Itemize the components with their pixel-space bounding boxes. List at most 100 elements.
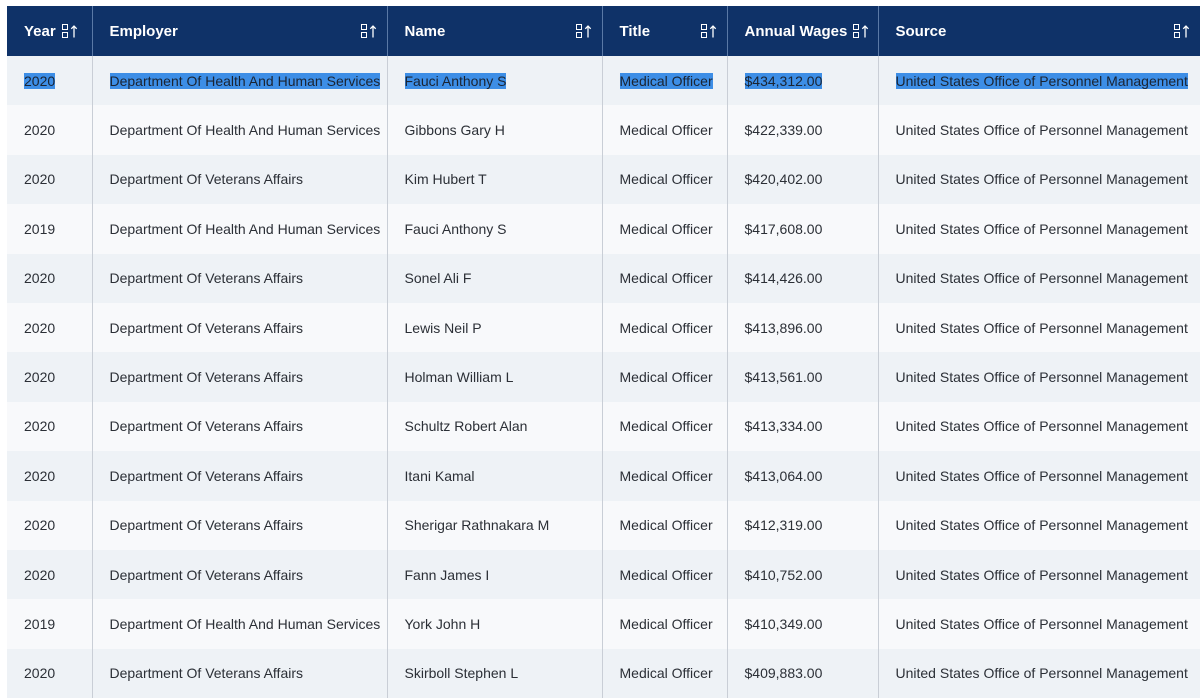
cell-text: Department Of Health And Human Services [109,122,381,139]
cell-text: Medical Officer [619,517,713,534]
cell-text: $420,402.00 [744,171,823,188]
cell-text: $410,349.00 [744,615,823,632]
cell-text: $412,319.00 [744,517,823,534]
cell-title: Medical Officer [602,352,728,402]
cell-title: Medical Officer [602,549,728,600]
sort-icon[interactable] [1174,24,1190,38]
cell-text: Lewis Neil P [404,319,482,336]
cell-text: United States Office of Personnel Manage… [895,171,1188,188]
cell-year: 2020 [7,451,93,501]
cell-text: Holman William L [404,369,514,386]
cell-text: Department Of Veterans Affairs [109,171,304,188]
cell-title: Medical Officer [602,253,728,303]
column-header-year[interactable]: Year [7,6,93,56]
salary-table: Year Employer Name [7,6,1200,699]
cell-text: Department Of Veterans Affairs [109,319,304,336]
cell-text: 2020 [24,72,56,89]
cell-text: Department Of Veterans Affairs [109,665,304,682]
cell-name: Kim Hubert T [387,154,603,205]
sort-icon[interactable] [575,24,592,38]
cell-text: $413,896.00 [744,319,823,336]
table-row[interactable]: 2020 Department Of Veterans Affairs Itani … [7,451,1200,501]
cell-title: Medical Officer [602,56,728,106]
column-header-employer[interactable]: Employer [92,6,388,56]
cell-text: United States Office of Personnel Manage… [895,467,1188,484]
table-row[interactable]: 2020 Department Of Health And Human Servi… [7,105,1200,155]
cell-text: United States Office of Personnel Manage… [895,566,1188,583]
column-header-annual-wages[interactable]: Annual Wages [727,6,879,56]
cell-employer: Department Of Health And Human Services [92,204,388,254]
cell-employer: Department Of Veterans Affairs [92,451,388,501]
cell-name: Schultz Robert Alan [387,401,603,452]
cell-name: York John H [387,599,603,649]
cell-title: Medical Officer [602,648,728,699]
cell-source: United States Office of Personnel Manage… [878,302,1200,353]
sort-icon[interactable] [61,24,78,38]
cell-text: Medical Officer [619,467,713,484]
cell-text: 2020 [24,566,56,583]
table-row[interactable]: 2020 Department Of Veterans Affairs Schult… [7,401,1200,452]
cell-name: Lewis Neil P [387,302,603,353]
column-header-name[interactable]: Name [387,6,603,56]
table-row[interactable]: 2019 Department Of Health And Human Servi… [7,204,1200,254]
cell-text: $413,064.00 [744,467,823,484]
column-header-title[interactable]: Title [602,6,728,56]
cell-employer: Department Of Veterans Affairs [92,500,388,550]
cell-text: Department Of Veterans Affairs [109,517,304,534]
cell-employer: Department Of Health And Human Services [92,56,388,106]
cell-text: Department Of Veterans Affairs [109,270,304,287]
cell-text: Gibbons Gary H [404,122,505,139]
column-header-source[interactable]: Source [878,6,1200,56]
cell-name: Sherigar Rathnakara M [387,500,603,550]
cell-text: Itani Kamal [404,467,475,484]
cell-year: 2019 [7,204,93,254]
cell-text: United States Office of Personnel Manage… [895,369,1188,386]
cell-text: 2020 [24,467,56,484]
sort-icon[interactable] [853,24,869,38]
cell-year: 2020 [7,56,93,106]
sort-icon[interactable] [700,24,717,38]
cell-annual-wages: $420,402.00 [727,154,879,205]
sort-icon[interactable] [360,24,377,38]
cell-text: Department Of Veterans Affairs [109,566,304,583]
table-row[interactable]: 2020 Department Of Veterans Affairs Sherig… [7,500,1200,550]
table-row[interactable]: 2019 Department Of Health And Human Servi… [7,599,1200,649]
table-row[interactable]: 2020 Department Of Veterans Affairs Fann J… [7,549,1200,600]
cell-year: 2020 [7,154,93,205]
cell-name: Holman William L [387,352,603,402]
cell-annual-wages: $413,334.00 [727,401,879,452]
cell-year: 2019 [7,599,93,649]
table-row[interactable]: 2020 Department Of Health And Human Servi… [7,56,1200,106]
cell-title: Medical Officer [602,500,728,550]
column-header-label: Annual Wages [744,22,848,40]
cell-text: United States Office of Personnel Manage… [895,418,1188,435]
table-row[interactable]: 2020 Department Of Veterans Affairs Sonel … [7,253,1200,303]
cell-name: Sonel Ali F [387,253,603,303]
cell-annual-wages: $414,426.00 [727,253,879,303]
table-row[interactable]: 2020 Department Of Veterans Affairs Holman… [7,352,1200,402]
cell-title: Medical Officer [602,204,728,254]
cell-annual-wages: $422,339.00 [727,105,879,155]
cell-text: 2020 [24,665,56,682]
cell-text: Medical Officer [619,566,713,583]
cell-employer: Department Of Health And Human Services [92,105,388,155]
table-row[interactable]: 2020 Department Of Veterans Affairs Skirbo… [7,648,1200,699]
table-row[interactable]: 2020 Department Of Veterans Affairs Kim Hu… [7,154,1200,205]
cell-source: United States Office of Personnel Manage… [878,648,1200,699]
cell-text: Department Of Veterans Affairs [109,418,304,435]
cell-text: $434,312.00 [744,72,823,89]
cell-year: 2020 [7,648,93,699]
cell-text: Department Of Health And Human Services [109,615,381,632]
table-row[interactable]: 2020 Department Of Veterans Affairs Lewis … [7,302,1200,353]
cell-text: United States Office of Personnel Manage… [895,319,1188,336]
cell-text: York John H [404,615,481,632]
cell-text: Fauci Anthony S [404,220,507,237]
cell-year: 2020 [7,352,93,402]
cell-text: Medical Officer [619,122,713,139]
column-header-label: Name [404,22,446,40]
cell-text: Medical Officer [619,615,713,632]
cell-text: United States Office of Personnel Manage… [895,220,1188,237]
cell-annual-wages: $412,319.00 [727,500,879,550]
cell-text: Department Of Veterans Affairs [109,369,304,386]
cell-source: United States Office of Personnel Manage… [878,599,1200,649]
